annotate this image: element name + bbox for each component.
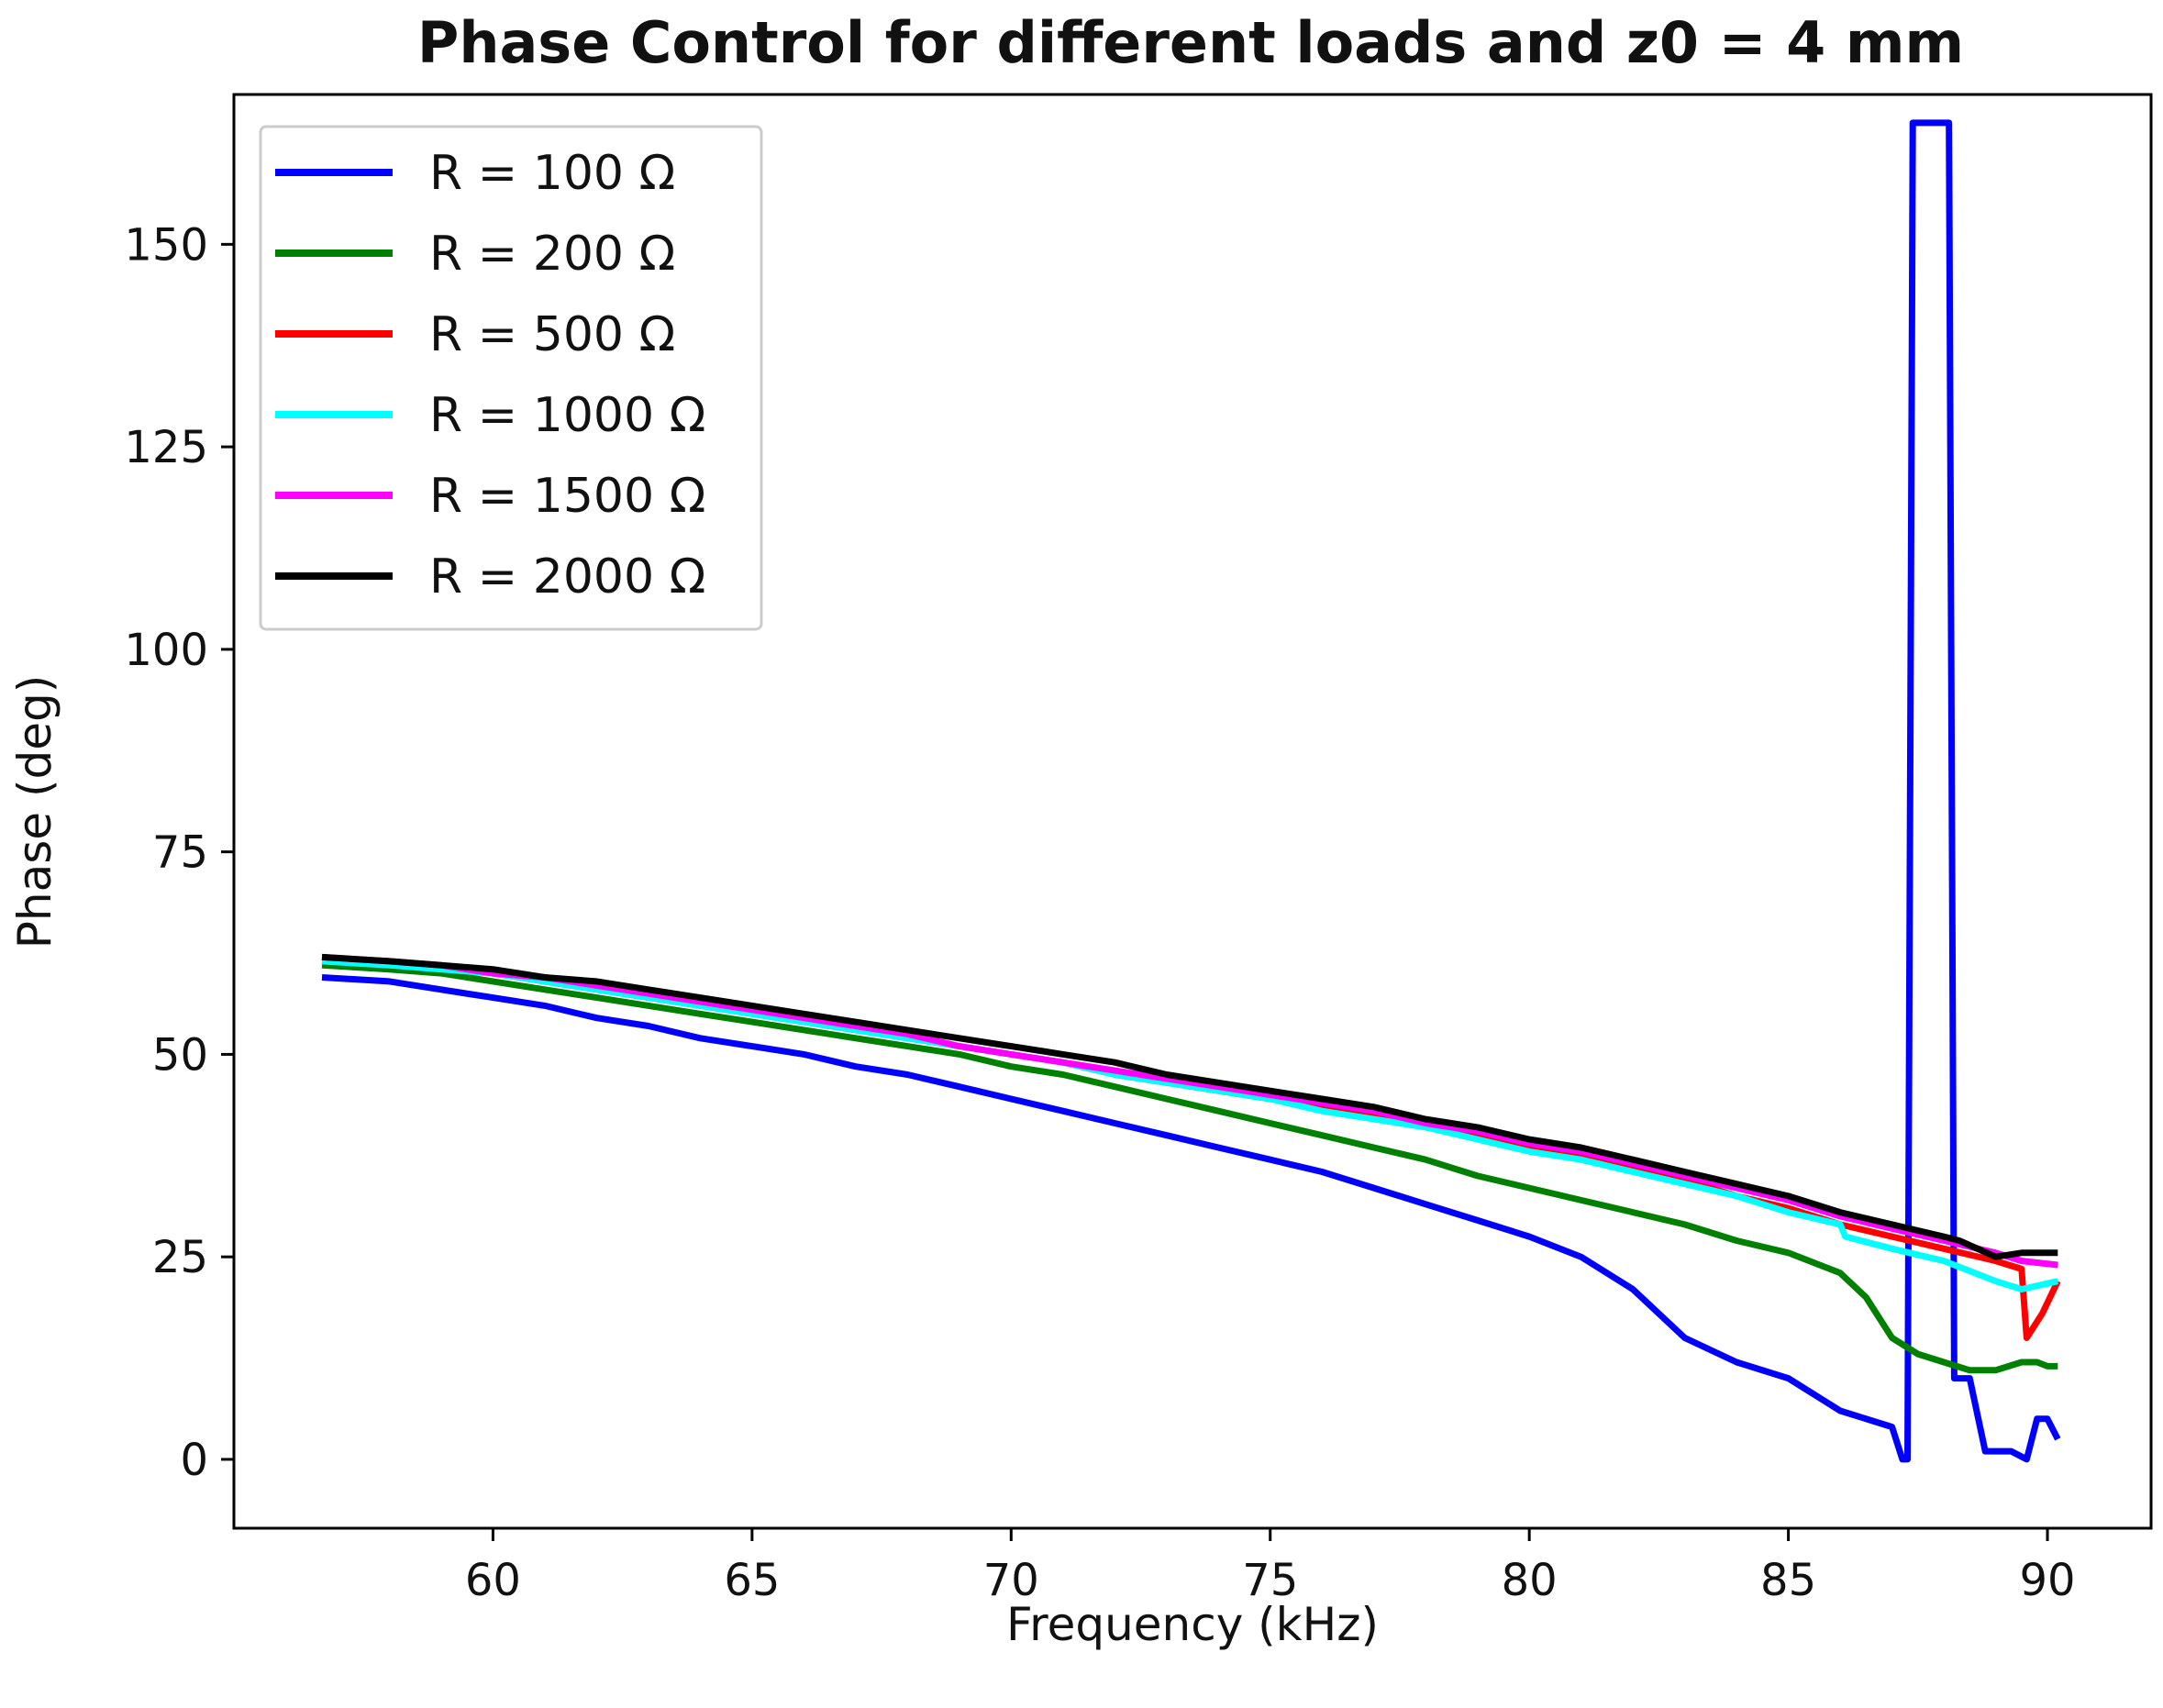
y-tick-label: 125: [124, 422, 208, 473]
y-tick-label: 50: [152, 1029, 208, 1081]
x-tick-label: 60: [465, 1555, 521, 1606]
x-tick-label: 75: [1242, 1555, 1298, 1606]
y-tick-label: 150: [124, 219, 208, 271]
x-tick-label: 70: [983, 1555, 1039, 1606]
series-line-r-100: [321, 119, 2061, 1463]
legend-label-r-1000: R = 1000 Ω: [429, 388, 705, 443]
y-axis: 0 25 50 75 100 125 150: [124, 219, 234, 1486]
x-tick-label: 90: [2019, 1555, 2075, 1606]
y-tick-label: 100: [124, 625, 208, 676]
y-tick-label: 75: [152, 827, 208, 879]
legend: R = 100 Ω R = 200 Ω R = 500 Ω R = 1000 Ω R =…: [259, 125, 763, 631]
series-group: [321, 119, 2061, 1463]
x-axis-label: Frequency (kHz): [1006, 1598, 1379, 1651]
series-line-r-2000: [321, 953, 2058, 1260]
x-axis: 60 65 70 75 80 85 90: [465, 1528, 2076, 1606]
plot-frame: [232, 93, 2153, 1530]
y-tick-label: 25: [152, 1232, 208, 1283]
x-tick-label: 85: [1760, 1555, 1816, 1606]
y-tick-label: 0: [180, 1435, 208, 1486]
series-line-r-1000: [321, 958, 2059, 1292]
legend-label-r-1500: R = 1500 Ω: [429, 469, 705, 524]
x-tick-label: 80: [1502, 1555, 1558, 1606]
legend-label-r-100: R = 100 Ω: [429, 146, 675, 201]
legend-label-r-2000: R = 2000 Ω: [429, 549, 705, 604]
series-line-r-200: [321, 961, 2058, 1374]
chart-title: Phase Control for different loads and z0…: [417, 9, 1964, 76]
series-line-r-1500: [321, 953, 2058, 1269]
legend-label-r-200: R = 200 Ω: [429, 227, 675, 282]
x-tick-label: 65: [724, 1555, 780, 1606]
y-axis-label: Phase (deg): [8, 675, 61, 948]
legend-label-r-500: R = 500 Ω: [429, 307, 675, 362]
